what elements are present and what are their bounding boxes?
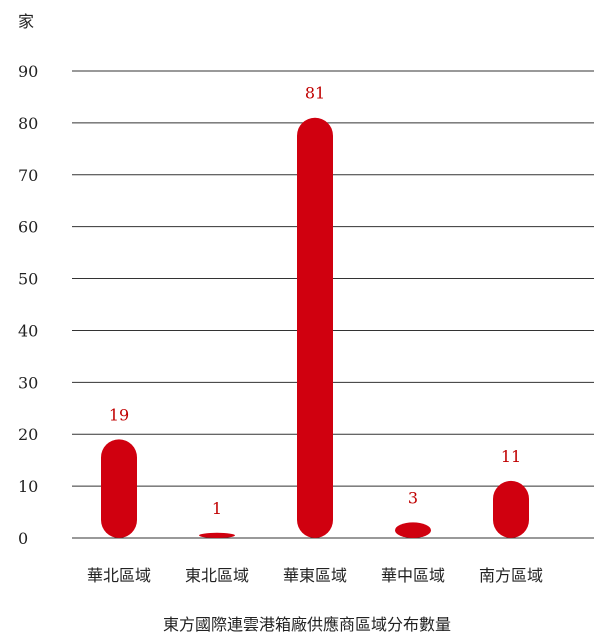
y-tick-label: 90: [18, 62, 38, 81]
y-tick-label: 50: [18, 270, 38, 289]
category-label: 華中區域: [381, 566, 445, 585]
chart-title: 東方國際連雲港箱廠供應商區域分布數量: [163, 615, 451, 634]
y-tick-label: 40: [18, 321, 38, 340]
y-axis-ticks: 0 10 20 30 40 50 60 70 80 90: [18, 62, 38, 548]
data-label: 81: [305, 84, 325, 103]
bars: [101, 117, 529, 538]
category-label: 華東區域: [283, 566, 347, 585]
y-tick-label: 10: [18, 477, 38, 496]
data-label: 3: [408, 488, 418, 507]
category-labels: 華北區域 東北區域 華東區域 華中區域 南方區域: [87, 566, 543, 585]
y-tick-label: 70: [18, 166, 38, 185]
bar: [493, 480, 529, 538]
y-tick-label: 0: [18, 529, 28, 548]
y-axis-unit-label: 家: [18, 12, 34, 31]
data-label: 19: [109, 405, 129, 424]
y-tick-label: 30: [18, 373, 38, 392]
y-tick-label: 80: [18, 114, 38, 133]
bar: [395, 522, 431, 538]
bar: [101, 439, 137, 538]
data-labels: 19 1 81 3 11: [109, 84, 521, 518]
bar: [199, 532, 235, 538]
data-label: 11: [501, 447, 521, 466]
category-label: 南方區域: [479, 566, 543, 585]
data-label: 1: [212, 499, 222, 518]
bar: [297, 117, 333, 538]
y-tick-label: 20: [18, 425, 38, 444]
category-label: 華北區域: [87, 566, 151, 585]
category-label: 東北區域: [185, 566, 249, 585]
y-tick-label: 60: [18, 218, 38, 237]
